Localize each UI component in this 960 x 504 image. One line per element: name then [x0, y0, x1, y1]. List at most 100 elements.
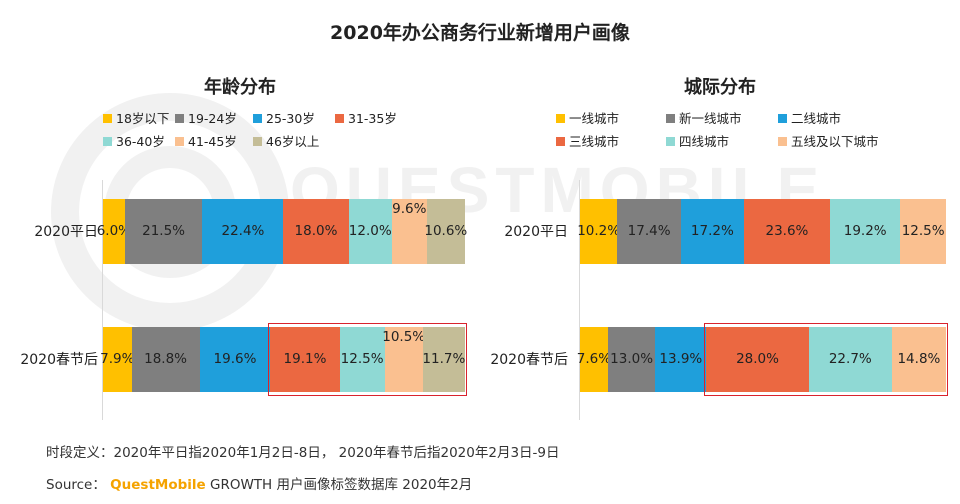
bar-segment — [891, 327, 946, 392]
highlight-box — [268, 323, 467, 396]
legend-label: 四线城市 — [679, 134, 730, 149]
bar-segment — [384, 327, 423, 392]
data-label: 19.1% — [283, 350, 327, 367]
legend-label: 新一线城市 — [679, 111, 742, 126]
category-label: 2020春节后 — [490, 351, 568, 368]
bar-segment — [348, 199, 392, 264]
bar-segment — [706, 327, 809, 392]
data-label: 17.4% — [627, 222, 671, 239]
bar-segment — [743, 199, 831, 264]
data-label: 7.6% — [576, 350, 612, 367]
legend-item: 二线城市 — [778, 111, 841, 127]
source-prefix: Source： — [46, 477, 106, 493]
data-label: 18.0% — [294, 222, 338, 239]
legend-swatch — [556, 114, 565, 123]
bar-segment — [830, 199, 901, 264]
legend-item: 三线城市 — [556, 134, 619, 150]
data-label: 19.2% — [843, 222, 887, 239]
legend-label: 三线城市 — [569, 134, 620, 149]
legend-label: 41-45岁 — [188, 134, 237, 149]
bar-segment — [339, 327, 385, 392]
axis-line — [102, 180, 103, 420]
legend-item: 18岁以下 — [103, 111, 169, 127]
data-label: 19.6% — [213, 350, 257, 367]
legend-item: 46岁以上 — [253, 134, 319, 150]
legend-item: 新一线城市 — [666, 111, 742, 127]
panel-title-age: 年龄分布 — [204, 77, 276, 98]
data-label: 11.7% — [422, 350, 466, 367]
bar-segment — [808, 327, 892, 392]
data-label: 23.6% — [765, 222, 809, 239]
legend-swatch — [175, 137, 184, 146]
bar-segment — [391, 199, 427, 264]
data-label: 13.9% — [659, 350, 703, 367]
footnote: 时段定义：2020年平日指2020年1月2日-8日， 2020年春节后指2020… — [46, 445, 560, 461]
legend-item: 一线城市 — [556, 111, 619, 127]
bar-segment — [580, 199, 618, 264]
source-brand: QuestMobile — [110, 477, 206, 493]
legend-swatch — [335, 114, 344, 123]
legend-swatch — [253, 114, 262, 123]
data-label: 10.5% — [382, 329, 426, 345]
legend-swatch — [103, 114, 112, 123]
highlight-box — [704, 323, 948, 396]
bar-segment — [199, 327, 271, 392]
axis-line — [579, 180, 580, 420]
panel-title-city: 城际分布 — [684, 77, 756, 98]
legend-swatch — [778, 137, 787, 146]
bar-segment — [103, 327, 132, 392]
data-label: 6.0% — [96, 222, 131, 239]
legend-swatch — [175, 114, 184, 123]
data-label: 17.2% — [690, 222, 734, 239]
data-label: 22.4% — [221, 222, 265, 239]
legend-item: 19-24岁 — [175, 111, 237, 127]
legend-item: 36-40岁 — [103, 134, 165, 150]
legend-label: 18岁以下 — [116, 111, 170, 126]
bar-segment — [655, 327, 707, 392]
data-label: 7.9% — [100, 350, 135, 367]
source-line: Source： QuestMobile GROWTH 用户画像标签数据库 202… — [46, 473, 472, 493]
bar-segment — [607, 327, 656, 392]
bar-segment — [270, 327, 340, 392]
legend-swatch — [103, 137, 112, 146]
legend-label: 19-24岁 — [188, 111, 237, 126]
data-label: 21.5% — [142, 222, 186, 239]
legend-swatch — [778, 114, 787, 123]
data-label: 14.8% — [897, 350, 941, 367]
legend-label: 46岁以上 — [266, 134, 320, 149]
bar-segment — [202, 199, 284, 264]
category-label: 2020春节后 — [20, 351, 98, 368]
main-title: 2020年办公商务行业新增用户画像 — [330, 22, 630, 44]
data-label: 13.0% — [610, 350, 654, 367]
bar-segment — [900, 199, 946, 264]
legend-swatch — [666, 114, 675, 123]
legend-swatch — [556, 137, 565, 146]
legend-item: 41-45岁 — [175, 134, 237, 150]
legend-label: 36-40岁 — [116, 134, 165, 149]
legend-label: 31-35岁 — [348, 111, 397, 126]
legend-swatch — [666, 137, 675, 146]
legend-item: 31-35岁 — [335, 111, 397, 127]
legend-label: 25-30岁 — [266, 111, 315, 126]
bar-segment — [283, 199, 349, 264]
legend-label: 五线及以下城市 — [791, 134, 879, 149]
data-label: 9.6% — [392, 201, 427, 217]
data-label: 28.0% — [736, 350, 779, 367]
category-label: 2020平日 — [34, 223, 98, 240]
legend-item: 25-30岁 — [253, 111, 315, 127]
data-label: 12.5% — [901, 222, 945, 239]
bar-segment — [680, 199, 744, 264]
data-label: 10.2% — [577, 222, 621, 239]
legend-item: 四线城市 — [666, 134, 729, 150]
bar-segment — [131, 327, 200, 392]
bar-segment — [580, 327, 608, 392]
bar-segment — [617, 199, 681, 264]
bar-segment — [103, 199, 125, 264]
data-label: 18.8% — [144, 350, 187, 367]
data-label: 10.6% — [424, 222, 468, 239]
legend-item: 五线及以下城市 — [778, 134, 879, 150]
legend-swatch — [253, 137, 262, 146]
bar-segment — [124, 199, 203, 264]
legend-label: 一线城市 — [569, 111, 620, 126]
data-label: 12.0% — [348, 222, 392, 239]
